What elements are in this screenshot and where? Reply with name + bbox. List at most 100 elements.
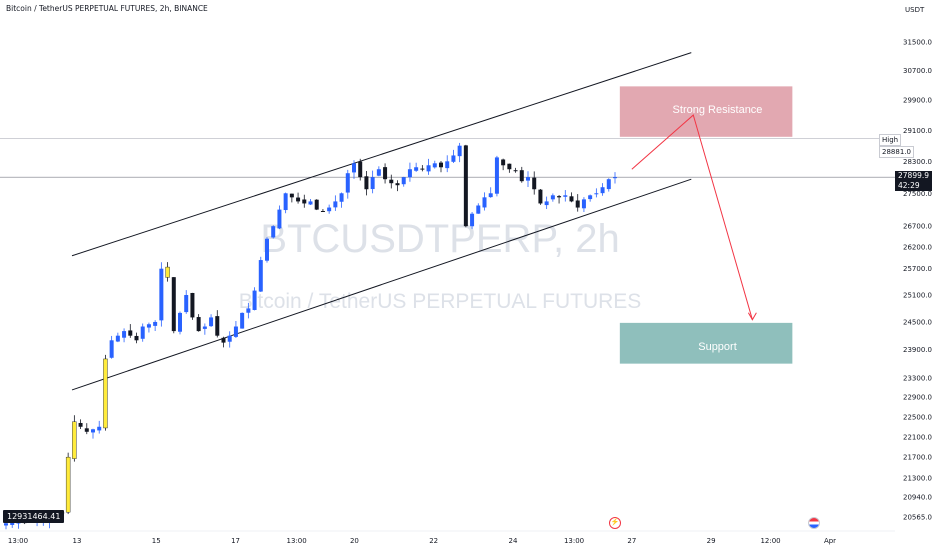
candle-body (84, 428, 89, 432)
candle-body (494, 157, 499, 194)
watermark-description: Bitcoin / TetherUS PERPETUAL FUTURES (239, 290, 642, 313)
candle-body (308, 201, 313, 205)
candle-body (470, 213, 475, 227)
price-axis[interactable]: USDT 31500.0 30700.0 29900.0 29100.0 28300.0 2… (903, 6, 932, 522)
time-tick-label: 29 (707, 537, 716, 545)
candle-body (507, 163, 512, 170)
candle-body (364, 176, 369, 190)
flash-icon[interactable]: ⚡ (609, 517, 621, 529)
candle-body (184, 295, 189, 313)
time-tick-label: 17 (231, 537, 240, 545)
candle-body (302, 199, 307, 204)
price-tick-label: 25100.0 (903, 292, 932, 300)
candle-body (16, 522, 21, 524)
candle-body (482, 197, 487, 208)
candle-body (426, 165, 431, 172)
candle-body (65, 456, 71, 513)
candle-body (513, 170, 518, 172)
candle-body (283, 193, 288, 211)
resistance-label: Strong Resistance (672, 104, 763, 116)
candle-body (215, 316, 220, 336)
time-tick-label: 13 (73, 537, 82, 545)
channel-upper (71, 52, 692, 257)
candle-body (221, 337, 226, 343)
candle-body (296, 197, 301, 202)
candle-body (314, 199, 319, 210)
current-price-tag: 27899.9 42:29 (895, 171, 932, 191)
candle-body (588, 195, 593, 200)
time-tick-label: 24 (508, 537, 517, 545)
candle-body (594, 193, 599, 195)
watermark-ticker: BTCUSDTPERP, 2h (260, 217, 619, 261)
candle-body (227, 335, 232, 342)
price-tick-label: 29100.0 (903, 127, 932, 135)
candle-body (258, 260, 263, 292)
price-tick-label: 22500.0 (903, 413, 932, 421)
price-tick-label: 24500.0 (903, 318, 932, 326)
time-axis[interactable]: 13:00 13 15 17 13:00 20 22 24 13:00 27 29 12:00 Apr (0, 530, 895, 545)
candle-body (488, 193, 493, 198)
time-tick-label: 15 (152, 537, 161, 545)
candle-body (233, 326, 238, 337)
candle-body (178, 312, 182, 332)
candle-body (103, 358, 108, 429)
candle-body (146, 324, 151, 328)
price-tick-label: 21300.0 (903, 474, 932, 482)
candle-body (333, 201, 338, 208)
candle-body (395, 183, 400, 186)
candle-body (134, 335, 139, 341)
time-tick-label: 13:00 (564, 537, 584, 545)
candle-body (557, 196, 562, 198)
high-label: High 28881.0 (879, 134, 932, 158)
candle-body (320, 211, 325, 213)
zones (619, 86, 793, 364)
candle-body (463, 145, 468, 227)
symbol-title: Bitcoin / TetherUS PERPETUAL FUTURES, 2h… (6, 4, 208, 13)
candle-body (4, 523, 8, 526)
candle-body (451, 155, 456, 162)
candle-body (407, 169, 412, 178)
candle-body (171, 277, 176, 332)
candle-body (376, 169, 381, 176)
price-tick-label: 22100.0 (903, 433, 932, 441)
candle-body (78, 422, 83, 427)
time-tick-label: 13:00 (8, 537, 28, 545)
price-tick-label: 20940.0 (903, 493, 932, 501)
candle-body (544, 201, 549, 206)
candle-body (159, 268, 164, 321)
candle-body (252, 290, 257, 310)
projection-arrow (631, 114, 757, 321)
candle-body (109, 340, 114, 358)
bar-countdown: 42:29 (898, 180, 920, 190)
candle-body (196, 317, 201, 332)
candle-body (575, 200, 580, 208)
price-tick-label: 26200.0 (903, 244, 932, 252)
time-tick-label: 12:00 (760, 537, 780, 545)
price-tick-label: 23900.0 (903, 346, 932, 354)
candle-body (91, 429, 95, 433)
candle-body (72, 421, 77, 459)
us-flag-icon[interactable] (808, 517, 820, 529)
candle-body (420, 168, 425, 170)
candle-body (289, 193, 294, 198)
candle-body (115, 335, 120, 342)
arrow-head (747, 312, 757, 321)
candle-body (532, 177, 537, 190)
time-tick-label: 13:00 (287, 537, 307, 545)
candle-body (277, 209, 282, 229)
candle-body (613, 177, 617, 179)
candle-body (165, 266, 170, 278)
candle-body (476, 205, 481, 214)
candle-body (569, 196, 574, 202)
time-tick-label: 20 (350, 537, 359, 545)
candle-body (122, 331, 127, 338)
price-tick-label: 28300.0 (903, 158, 932, 166)
price-tick-label: 26700.0 (903, 223, 932, 231)
candle-body (432, 163, 437, 168)
candle-body (389, 179, 394, 184)
channel-lines (71, 52, 692, 391)
candle-body (538, 189, 543, 204)
price-tick-label: 20565.0 (903, 514, 932, 522)
